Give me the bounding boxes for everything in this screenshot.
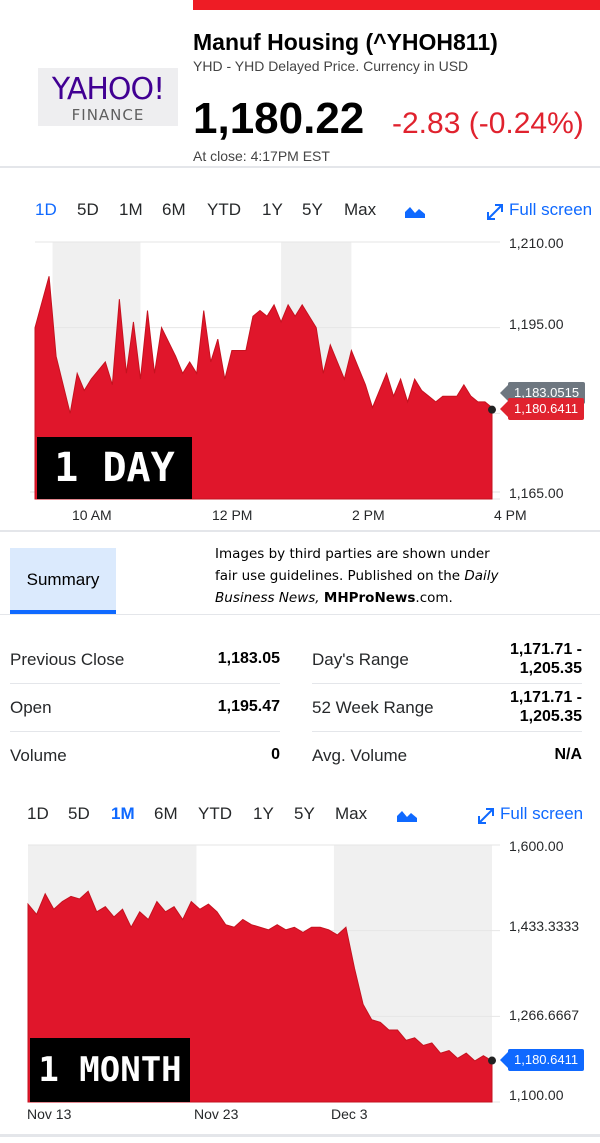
range-1m[interactable]: 1M [111,804,135,823]
avg-volume-label: Avg. Volume [312,746,408,765]
chart1-ytick-bottom: 1,165.00 [509,485,564,501]
days-range-label: Day's Range [312,650,409,669]
range-6m[interactable]: 6M [154,804,178,823]
chart2-xtick: Nov 13 [27,1106,72,1122]
full-screen-link[interactable]: Full screen [500,804,584,823]
chart2-current-tag: 1,180.6411 [499,1049,585,1071]
quote-price: 1,180.22 [193,94,365,143]
chart2-ytick: 1,266.6667 [509,1007,580,1023]
week52-range-value: 1,171.71 -1,205.35 [509,689,582,725]
prev-close-label: Previous Close [10,650,125,669]
close-time: At close: 4:17PM EST [193,148,330,164]
one-month-overlay: 1 MONTH [30,1038,190,1102]
range-5y[interactable]: 5Y [294,804,315,823]
row-divider [10,683,280,684]
chart1-xtick: 12 PM [212,507,253,523]
range-5y[interactable]: 5Y [302,200,323,219]
full-screen-link[interactable]: Full screen [509,200,593,219]
open-label: Open [10,698,52,717]
one-day-overlay: 1 DAY [37,437,192,499]
range-1m[interactable]: 1M [119,200,143,219]
range-1y[interactable]: 1Y [262,200,283,219]
range-6m[interactable]: 6M [162,200,186,219]
chart-type-icon[interactable] [404,205,426,219]
chart1-ytick-mid: 1,195.00 [509,316,564,332]
days-range-value: 1,171.71 -1,205.35 [509,641,582,677]
range-1y[interactable]: 1Y [253,804,274,823]
avg-volume-value: N/A [554,746,582,763]
volume-label: Volume [10,746,67,765]
top-accent-bar [193,0,600,10]
prev-close-value: 1,183.05 [217,650,280,667]
chart2-ytick: 1,100.00 [509,1087,564,1103]
chart1-xtick: 4 PM [494,507,527,523]
chart1-xtick: 10 AM [72,507,112,523]
range-ytd[interactable]: YTD [198,804,232,823]
chart2-ytick: 1,433.3333 [509,918,580,934]
week52-range-label: 52 Week Range [312,698,434,717]
range-max[interactable]: Max [335,804,368,823]
row-divider [10,731,280,732]
notice-line-2: fair use guidelines. Published on the Da… [215,568,499,584]
chart2-xtick: Dec 3 [331,1106,368,1122]
quote-subtitle: YHD - YHD Delayed Price. Currency in USD [193,58,469,74]
volume-value: 0 [271,746,280,763]
fair-use-notice: Images by third parties are shown under … [215,543,515,609]
expand-icon[interactable] [486,203,504,221]
chart1-range-bar: 1D 5D 1M 6M YTD 1Y 5Y Max Full screen [0,200,600,224]
row-divider [312,683,582,684]
summary-divider [0,614,600,615]
tab-summary[interactable]: Summary [10,548,116,614]
range-5d[interactable]: 5D [77,200,99,219]
notice-line-3: Business News, MHProNews.com. [215,590,453,606]
notice-line-1: Images by third parties are shown under [215,546,490,562]
range-1d[interactable]: 1D [27,804,49,823]
range-5d[interactable]: 5D [68,804,90,823]
chart1-ytick-top: 1,210.00 [509,235,564,251]
bottom-divider [0,1134,600,1137]
chart1-last-point [488,405,496,414]
chart2-ytick: 1,600.00 [509,838,564,854]
chart2-last-point [488,1056,496,1065]
logo-subtext: FINANCE [71,106,145,124]
range-1d[interactable]: 1D [35,200,57,219]
chart2-range-bar: 1D 5D 1M 6M YTD 1Y 5Y Max Full screen [0,804,600,828]
chart-type-icon[interactable] [396,809,418,823]
chart1-divider [0,530,600,532]
header-divider [0,166,600,168]
expand-icon[interactable] [477,807,495,825]
row-divider [312,731,582,732]
logo-wordmark: YAHOO! [51,72,165,107]
chart1-current-tag: 1,180.6411 [499,398,585,420]
quote-title: Manuf Housing (^YHOH811) [193,29,498,55]
chart1-xtick: 2 PM [352,507,385,523]
range-max[interactable]: Max [344,200,377,219]
open-value: 1,195.47 [217,698,280,715]
yahoo-finance-logo[interactable]: YAHOO! FINANCE [38,68,178,126]
range-ytd[interactable]: YTD [207,200,241,219]
quote-change: -2.83 (-0.24%) [392,107,584,140]
chart2-xtick: Nov 23 [194,1106,239,1122]
